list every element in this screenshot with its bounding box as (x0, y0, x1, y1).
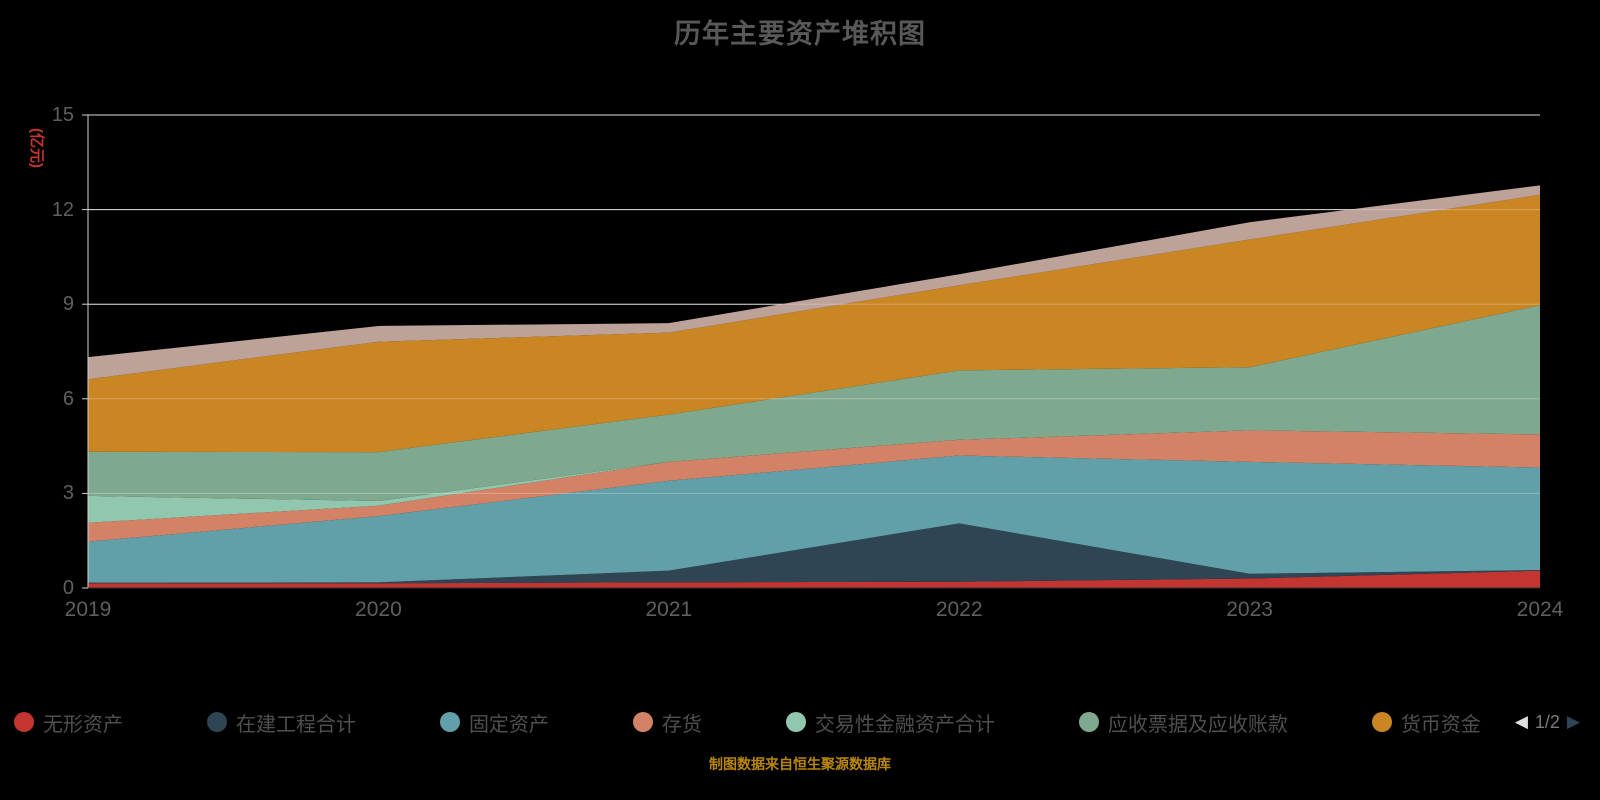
area-intangible_assets (88, 570, 1540, 588)
y-axis-label-12: 12 (51, 198, 74, 221)
legend-prev-button[interactable]: ◀ (1514, 712, 1528, 731)
legend-marker-trading_financial_assets (785, 712, 806, 732)
legend-label-notes_accounts_receivable: 应收票据及应收账款 (1107, 713, 1288, 736)
legend-item-fixed_assets[interactable]: 固定资产 (439, 708, 549, 737)
legend-item-cash_funds[interactable]: 货币资金 (1371, 708, 1481, 737)
x-axis-label-2019: 2019 (64, 598, 112, 621)
legend-marker-notes_accounts_receivable (1078, 712, 1099, 732)
legend-items: 无形资产 在建工程合计 固定资产 存货 交易性金融资产合计 应收票据及应收账款 货币资金 (14, 708, 1481, 737)
area-notes_accounts_receivable (88, 305, 1540, 501)
legend-item-notes_accounts_receivable[interactable]: 应收票据及应收账款 (1078, 708, 1288, 737)
legend-label-construction_in_progress: 在建工程合计 (235, 713, 356, 736)
area-legend_page_2_series (88, 185, 1540, 380)
legend-label-cash_funds: 货币资金 (1400, 713, 1481, 736)
x-axis-label-2022: 2022 (935, 598, 983, 621)
area-construction_in_progress (88, 523, 1540, 584)
y-axis-label-6: 6 (62, 387, 74, 410)
area-fixed_assets (88, 455, 1540, 583)
legend-label-intangible_assets: 无形资产 (43, 713, 123, 736)
legend-next-button[interactable]: ▶ (1566, 712, 1580, 731)
y-axis-label-3: 3 (62, 482, 74, 505)
x-axis-label-2021: 2021 (645, 598, 693, 621)
x-axis-label-2024: 2024 (1516, 598, 1564, 621)
legend-marker-inventory (632, 712, 653, 732)
legend-page-indicator: 1/2 (1534, 711, 1560, 732)
legend-item-construction_in_progress[interactable]: 在建工程合计 (206, 708, 356, 737)
x-axis-label-2020: 2020 (355, 598, 402, 621)
legend-marker-cash_funds (1371, 712, 1392, 732)
area-inventory (88, 430, 1540, 542)
area-cash_funds (88, 194, 1540, 453)
legend-item-trading_financial_assets[interactable]: 交易性金融资产合计 (785, 708, 995, 737)
area-trading_financial_assets (88, 430, 1540, 523)
legend-marker-intangible_assets (14, 712, 34, 732)
x-axis-label-2023: 2023 (1226, 598, 1273, 621)
legend-pager: ◀ 1/2 ▶ (1515, 712, 1580, 733)
y-axis-label-15: 15 (51, 104, 74, 126)
y-axis-label-9: 9 (62, 293, 74, 316)
legend-label-trading_financial_assets: 交易性金融资产合计 (814, 713, 995, 736)
legend-label-fixed_assets: 固定资产 (468, 713, 549, 736)
legend-item-inventory[interactable]: 存货 (632, 708, 702, 737)
legend-item-intangible_assets[interactable]: 无形资产 (14, 708, 123, 737)
chart-title: 历年主要资产堆积图 (674, 19, 926, 49)
data-source-caption: 制图数据来自恒生聚源数据库 (709, 756, 891, 772)
legend-marker-fixed_assets (439, 712, 460, 732)
legend-label-inventory: 存货 (661, 713, 702, 736)
legend-marker-construction_in_progress (206, 712, 227, 732)
y-axis-label-0: 0 (62, 577, 74, 599)
legend: 无形资产 在建工程合计 固定资产 存货 交易性金融资产合计 应收票据及应收账款 货币资金 ◀… (14, 702, 1580, 742)
